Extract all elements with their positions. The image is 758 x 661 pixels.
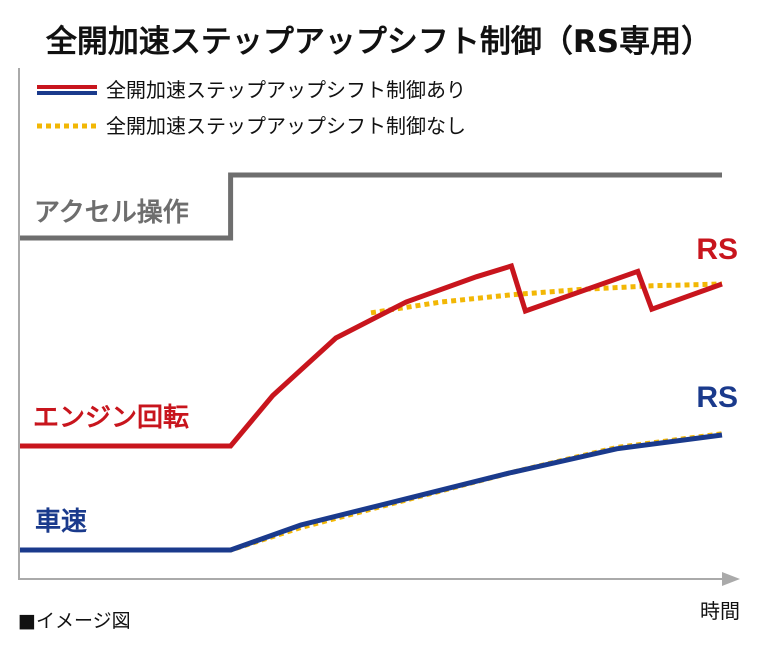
- image-note: ■イメージ図: [18, 610, 131, 632]
- x-axis-arrow: [722, 572, 740, 586]
- vehicle-speed-label: 車速: [35, 507, 87, 537]
- engine-rs-label: RS: [696, 233, 738, 266]
- legend-label-with-control: 全開加速ステップアップシフト制御あり: [106, 78, 466, 102]
- accelerator-label: アクセル操作: [34, 198, 189, 228]
- engine-speed-series-with-control: [20, 262, 723, 449]
- legend-label-without-control: 全開加速ステップアップシフト制御なし: [106, 114, 466, 138]
- accelerator-series-line: [20, 172, 722, 241]
- speed-rs-label: RS: [696, 381, 738, 414]
- x-axis-label: 時間: [700, 599, 740, 623]
- series-layer: [20, 172, 723, 553]
- legend-swatch-with-control: [37, 85, 97, 95]
- engine-speed-label: エンジン回転: [33, 403, 189, 433]
- legend: 全開加速ステップアップシフト制御あり 全開加速ステップアップシフト制御なし: [37, 78, 466, 138]
- vehicle-speed-series-with-control: [20, 432, 723, 553]
- engine-speed-series-without-control: [370, 281, 723, 316]
- chart-title: 全開加速ステップアップシフト制御（RS専用）: [45, 24, 712, 60]
